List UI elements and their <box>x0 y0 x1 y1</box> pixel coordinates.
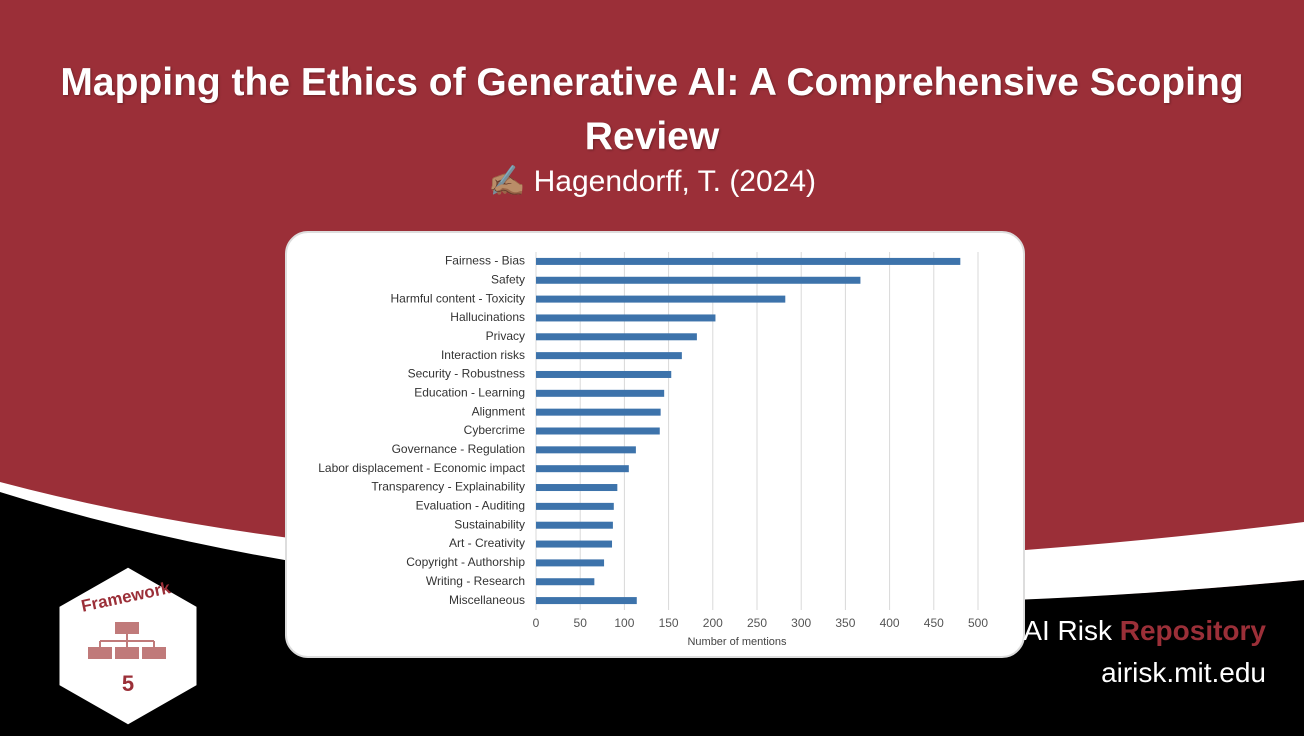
bar <box>536 408 661 416</box>
bar <box>536 295 786 303</box>
bar <box>536 540 613 548</box>
bar <box>536 370 672 378</box>
icon <box>115 622 139 634</box>
badge-number: 5 <box>122 671 134 696</box>
icon <box>115 647 139 659</box>
y-tick-label: Copyright - Authorship <box>406 555 525 569</box>
bar <box>536 502 614 510</box>
chart-card <box>285 231 1025 658</box>
x-tick-label: 100 <box>614 616 634 630</box>
bar <box>536 597 637 605</box>
bar <box>536 446 636 454</box>
brand-prefix: AI Risk <box>1023 615 1112 646</box>
icon <box>99 634 155 647</box>
bar <box>536 465 629 473</box>
bar <box>536 521 613 529</box>
y-tick-label: Fairness - Bias <box>445 254 525 268</box>
x-axis-title: Number of mentions <box>687 636 787 648</box>
x-tick-label: 350 <box>835 616 855 630</box>
x-tick-label: 300 <box>791 616 811 630</box>
y-tick-label: Evaluation - Auditing <box>416 499 525 513</box>
y-tick-label: Interaction risks <box>441 348 525 362</box>
bar <box>536 427 660 435</box>
x-tick-label: 150 <box>659 616 679 630</box>
icon <box>142 647 166 659</box>
y-tick-label: Labor displacement - Economic impact <box>318 461 525 475</box>
bar <box>536 276 861 284</box>
bar <box>536 352 682 360</box>
url: airisk.mit.edu <box>1101 657 1266 688</box>
y-tick-label: Transparency - Explainability <box>371 480 525 494</box>
y-tick-label: Sustainability <box>454 517 525 531</box>
bar <box>536 257 961 265</box>
icon <box>88 647 112 659</box>
y-tick-label: Security - Robustness <box>408 367 525 381</box>
y-tick-label: Harmful content - Toxicity <box>391 291 526 305</box>
bar <box>536 559 605 567</box>
y-tick-label: Privacy <box>486 329 525 343</box>
bar <box>536 314 716 322</box>
x-tick-label: 200 <box>703 616 723 630</box>
brand-highlight: Repository <box>1119 615 1266 646</box>
x-tick-label: 0 <box>533 616 540 630</box>
badge: Framework 5 <box>56 564 200 728</box>
y-tick-label: Cybercrime <box>464 423 526 437</box>
y-tick-label: Alignment <box>472 404 526 418</box>
x-tick-label: 50 <box>574 616 588 630</box>
x-tick-label: 450 <box>924 616 944 630</box>
y-tick-label: Hallucinations <box>450 310 525 324</box>
y-tick-label: Safety <box>491 272 525 286</box>
y-tick-label: Art - Creativity <box>449 536 525 550</box>
chart: 0 50 100 150 200 250 300 350 400 450 500 Number of … <box>318 252 988 648</box>
bar <box>536 333 697 341</box>
x-tick-label: 500 <box>968 616 988 630</box>
y-tick-label: Education - Learning <box>414 385 525 399</box>
x-tick-label: 400 <box>880 616 900 630</box>
author: ✍🏽 Hagendorff, T. (2024) <box>487 165 817 198</box>
y-tick-label: Writing - Research <box>426 574 525 588</box>
title: Mapping the Ethics of Generative AI: A C… <box>60 61 1244 158</box>
bar <box>536 484 618 492</box>
y-tick-label: Governance - Regulation <box>392 442 525 456</box>
brand: AI Risk Repository airisk.mit.edu <box>1023 610 1266 694</box>
bar <box>536 389 665 397</box>
x-tick-label: 250 <box>747 616 767 630</box>
bar <box>536 578 595 586</box>
y-tick-label: Miscellaneous <box>449 593 525 607</box>
